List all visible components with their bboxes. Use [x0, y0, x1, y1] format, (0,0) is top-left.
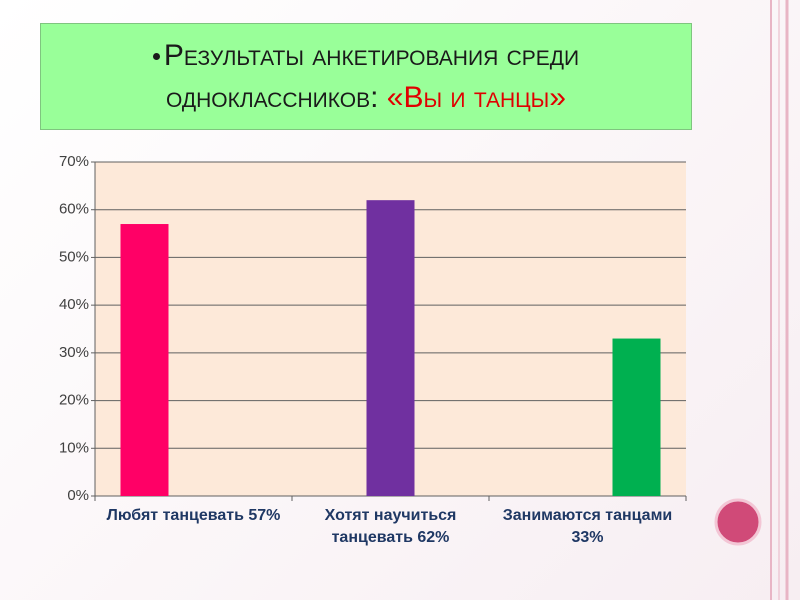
bar [366, 200, 415, 496]
bar [612, 338, 661, 496]
bar [120, 224, 169, 496]
y-tick-label: 70% [59, 153, 89, 170]
y-tick-label: 20% [59, 392, 89, 409]
y-tick-label: 30% [59, 344, 89, 361]
decor-circle [714, 498, 762, 546]
title-box: Результаты анкетирования среди однокласс… [40, 23, 692, 130]
y-tick-label: 10% [59, 439, 89, 456]
y-tick-label: 60% [59, 201, 89, 218]
chart-title: Результаты анкетирования среди однокласс… [86, 35, 646, 119]
y-tick-label: 0% [67, 487, 89, 504]
y-tick-label: 40% [59, 296, 89, 313]
bullet [152, 53, 160, 61]
title-highlight: «Вы и танцы» [386, 80, 566, 114]
title-text: Результаты анкетирования среди однокласс… [163, 38, 580, 114]
x-tick-label: Занимаются танцами 33% [502, 507, 673, 546]
y-tick-label: 50% [59, 248, 89, 265]
x-tick-label: Любят танцевать 57% [106, 507, 281, 524]
x-tick-label: Хотят научиться танцевать 62% [324, 507, 457, 546]
